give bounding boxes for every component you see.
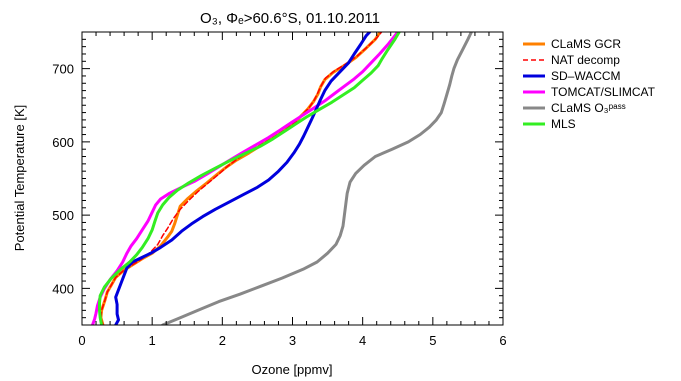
x-tick-label: 4: [359, 333, 366, 348]
y-tick-label: 500: [52, 208, 74, 223]
chart-title: O₃, Φₑ>60.6°S, 01.10.2011: [200, 10, 380, 27]
x-tick-label: 3: [289, 333, 296, 348]
y-tick-label: 600: [52, 135, 74, 150]
legend-label: MLS: [551, 117, 576, 131]
plot-frame: [81, 31, 504, 326]
series-line: [98, 32, 401, 325]
x-tick-label: 6: [499, 333, 506, 348]
x-tick-label: 0: [78, 333, 85, 348]
x-tick-label: 1: [149, 333, 156, 348]
x-tick-label: 5: [429, 333, 436, 348]
axis-ticks: [81, 31, 504, 326]
legend-label: CLaMS GCR: [551, 37, 621, 51]
legend-label: NAT decomp: [551, 53, 620, 67]
series-line: [99, 32, 382, 325]
series-line: [100, 32, 383, 325]
series-line: [161, 32, 473, 325]
x-tick-label: 2: [219, 333, 226, 348]
legend-label: SD–WACCM: [551, 69, 621, 83]
legend-label: TOMCAT/SLIMCAT: [551, 85, 656, 99]
tick-labels: 0 1 2 3 4 5 6 400 500 600 700: [52, 62, 506, 348]
y-tick-label: 700: [52, 62, 74, 77]
series-line: [114, 32, 372, 325]
y-axis-label: Potential Temperature [K]: [12, 105, 27, 251]
plot-lines: [91, 32, 473, 325]
x-axis-label: Ozone [ppmv]: [252, 362, 333, 377]
legend-label: CLaMS O₃ᵖᵃˢˢ: [551, 101, 626, 115]
legend: CLaMS GCR NAT decomp SD–WACCM TOMCAT/SLIMCA…: [523, 37, 656, 131]
y-tick-label: 400: [52, 281, 74, 296]
